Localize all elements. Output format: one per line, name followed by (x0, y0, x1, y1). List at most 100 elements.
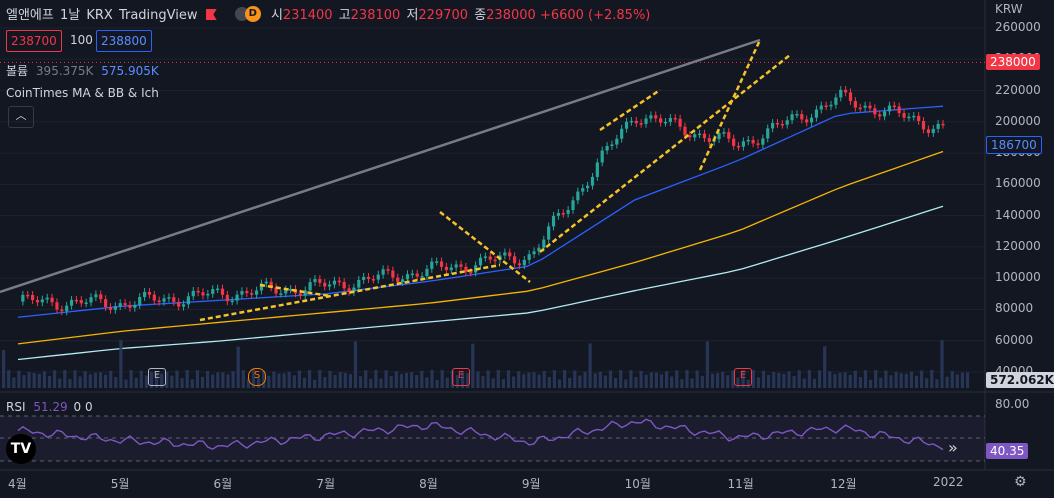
candle-body (795, 114, 799, 116)
currency-label[interactable]: KRW (995, 2, 1023, 16)
volume-bar (476, 371, 480, 388)
volume-bar (109, 370, 113, 388)
volume-legend[interactable]: 볼륨 395.375K 575.905K (6, 62, 159, 79)
candle-body (216, 288, 220, 291)
flag-icon[interactable] (205, 9, 217, 20)
candle-body (128, 304, 132, 308)
candle-body (688, 135, 692, 138)
candle-body (586, 185, 590, 189)
candle-body (69, 299, 74, 306)
candle-body (522, 259, 526, 266)
volume-bar (889, 375, 893, 388)
candle-body (308, 282, 312, 291)
candle-body (420, 276, 424, 278)
candle-body (736, 145, 741, 148)
volume-bar (297, 370, 301, 388)
candle-body (610, 144, 614, 147)
event-marker-earnings[interactable]: E (148, 368, 166, 386)
scroll-to-latest-icon[interactable]: » (948, 438, 958, 457)
candle-body (780, 123, 784, 126)
pattern-trendline (439, 211, 531, 283)
volume-bar (241, 370, 245, 388)
volume-bar (644, 374, 648, 388)
gear-icon[interactable]: ⚙ (1014, 474, 1027, 490)
volume-bar (104, 374, 108, 388)
candle-body (84, 302, 88, 305)
candle-body (439, 261, 444, 267)
chevron-up-icon[interactable]: ︿ (8, 106, 34, 128)
interval[interactable]: 1날 (59, 8, 81, 23)
data-mode-chip[interactable]: D (234, 6, 261, 22)
candle-body (493, 259, 497, 262)
volume-bar (797, 370, 801, 388)
volume-bar (568, 377, 572, 388)
volume-bar (807, 370, 811, 388)
volume-bar (471, 343, 475, 388)
candle-body (644, 118, 648, 124)
candle-body (902, 113, 906, 118)
volume-bar (649, 372, 653, 388)
bid-price-box[interactable]: 238700 (6, 30, 62, 52)
volume-bar (767, 374, 771, 388)
volume-bar (430, 370, 434, 388)
candle-body (396, 277, 400, 283)
volume-bar (63, 370, 67, 388)
symbol-name[interactable]: 엘앤에프 (6, 8, 54, 23)
event-marker-earnings[interactable]: E (452, 368, 470, 386)
candle-body (746, 139, 750, 142)
volume-bar (731, 370, 735, 388)
volume-bar (78, 376, 82, 388)
volume-bar (603, 375, 607, 388)
candle-body (186, 296, 190, 305)
ask-price-box[interactable]: 238800 (96, 30, 152, 52)
candle-body (323, 282, 327, 287)
volume-bar (139, 370, 143, 388)
event-marker-split[interactable]: S (248, 368, 266, 386)
candle-body (435, 261, 439, 263)
volume-bar (124, 379, 128, 388)
candle-body (649, 115, 653, 119)
volume-bar (899, 373, 903, 388)
candle-body (683, 126, 687, 136)
volume-bar (394, 371, 398, 388)
candle-body (50, 297, 54, 303)
volume-bar (700, 375, 704, 388)
candle-body (921, 121, 926, 130)
x-tick-label: 11월 (727, 477, 754, 491)
volume-bar (292, 375, 296, 388)
candle-body (108, 307, 113, 310)
volume-bar (573, 370, 577, 388)
volume-bar (302, 377, 307, 388)
volume-bar (751, 370, 755, 388)
candle-body (357, 279, 361, 288)
candle-body (181, 304, 186, 307)
candle-body (376, 274, 380, 280)
rsi-line (17, 418, 944, 451)
candle-body (805, 119, 809, 123)
candle-body (566, 209, 570, 214)
volume-bar (614, 377, 618, 388)
x-tick-label: 8월 (419, 477, 438, 491)
candle-body (381, 269, 385, 275)
candle-body (35, 300, 40, 303)
volume-bar (226, 374, 230, 388)
volume-bar (736, 377, 740, 388)
volume-bar (690, 378, 694, 388)
volume-bar (639, 370, 643, 388)
event-marker-earnings[interactable]: E (734, 368, 752, 386)
volume-bar (782, 373, 786, 388)
y-tick-label: 80000 (995, 301, 1034, 316)
high-label: 고 (338, 8, 351, 23)
volume-bar (675, 370, 679, 388)
x-tick-label: 10월 (624, 477, 651, 491)
volume-value-2: 575.905K (101, 64, 159, 78)
indicator-legend[interactable]: CoinTimes MA & BB & Ich (6, 86, 159, 100)
rsi-legend[interactable]: RSI 51.29 0 0 (6, 400, 93, 414)
volume-bar (848, 374, 852, 388)
volume-bar (894, 371, 898, 388)
candle-body (512, 256, 517, 264)
candle-body (697, 133, 702, 136)
volume-bar (578, 375, 582, 388)
tradingview-logo-icon[interactable]: TV (6, 434, 36, 464)
